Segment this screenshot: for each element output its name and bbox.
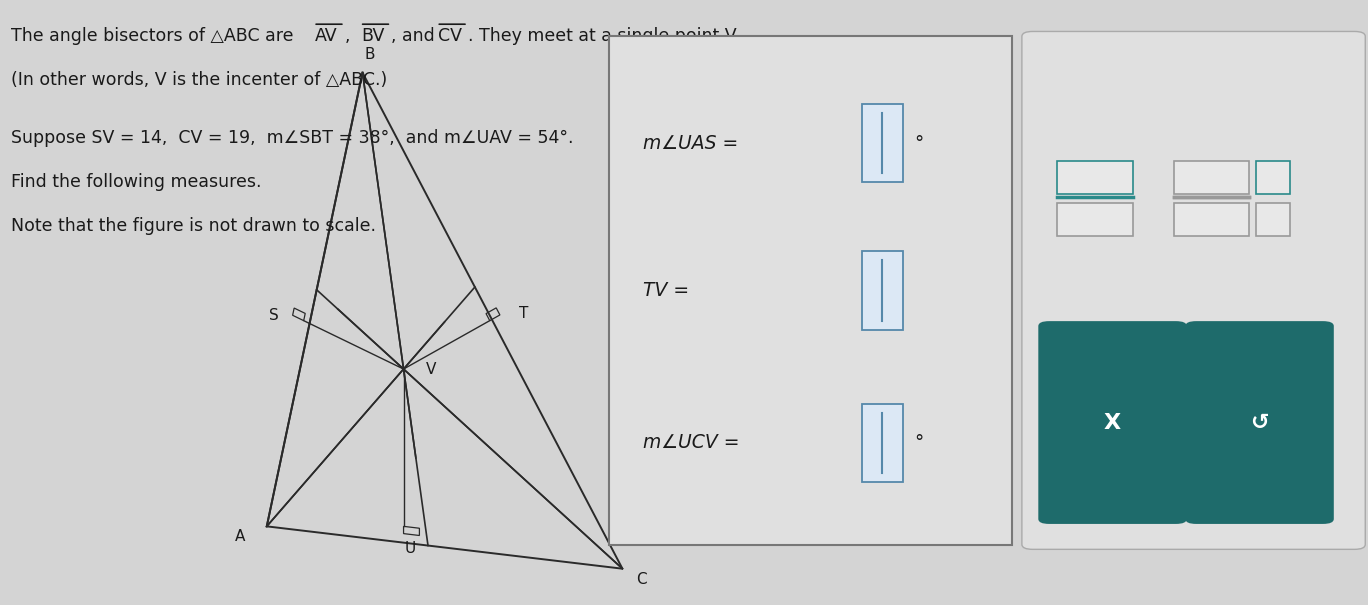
Text: ↺: ↺ (1250, 413, 1270, 433)
FancyBboxPatch shape (862, 251, 903, 330)
FancyBboxPatch shape (1185, 321, 1334, 524)
Text: T: T (520, 306, 528, 321)
Text: B: B (364, 47, 375, 62)
Text: S: S (268, 309, 279, 323)
FancyBboxPatch shape (1038, 321, 1186, 524)
FancyBboxPatch shape (862, 404, 903, 482)
Text: °: ° (914, 433, 923, 453)
FancyBboxPatch shape (1174, 161, 1249, 194)
Text: , and: , and (391, 27, 440, 45)
Text: m∠UCV =: m∠UCV = (643, 433, 746, 453)
Text: AV: AV (315, 27, 338, 45)
Text: V: V (425, 362, 436, 376)
FancyBboxPatch shape (1256, 203, 1290, 237)
FancyBboxPatch shape (1057, 203, 1133, 237)
Text: m∠UAS =: m∠UAS = (643, 134, 744, 152)
Text: U: U (405, 541, 416, 557)
FancyBboxPatch shape (1022, 31, 1365, 549)
FancyBboxPatch shape (1256, 161, 1290, 194)
FancyBboxPatch shape (609, 36, 1012, 544)
Text: Suppose SV = 14,  CV = 19,  m∠SBT = 38°,  and m∠UAV = 54°.: Suppose SV = 14, CV = 19, m∠SBT = 38°, a… (11, 129, 573, 147)
Text: TV =: TV = (643, 281, 695, 300)
FancyBboxPatch shape (1057, 161, 1133, 194)
Text: . They meet at a single point V.: . They meet at a single point V. (468, 27, 740, 45)
FancyBboxPatch shape (862, 103, 903, 182)
FancyBboxPatch shape (1174, 203, 1249, 237)
Text: A: A (234, 529, 245, 544)
Text: ,: , (345, 27, 356, 45)
Text: The angle bisectors of △ABC are: The angle bisectors of △ABC are (11, 27, 300, 45)
Text: °: ° (914, 134, 923, 152)
Text: Find the following measures.: Find the following measures. (11, 173, 261, 191)
Text: (In other words, V is the incenter of △ABC.): (In other words, V is the incenter of △A… (11, 71, 387, 90)
Text: CV: CV (438, 27, 462, 45)
Text: X: X (1104, 413, 1122, 433)
Text: C: C (636, 572, 647, 587)
Text: Note that the figure is not drawn to scale.: Note that the figure is not drawn to sca… (11, 217, 376, 235)
Text: BV: BV (361, 27, 384, 45)
